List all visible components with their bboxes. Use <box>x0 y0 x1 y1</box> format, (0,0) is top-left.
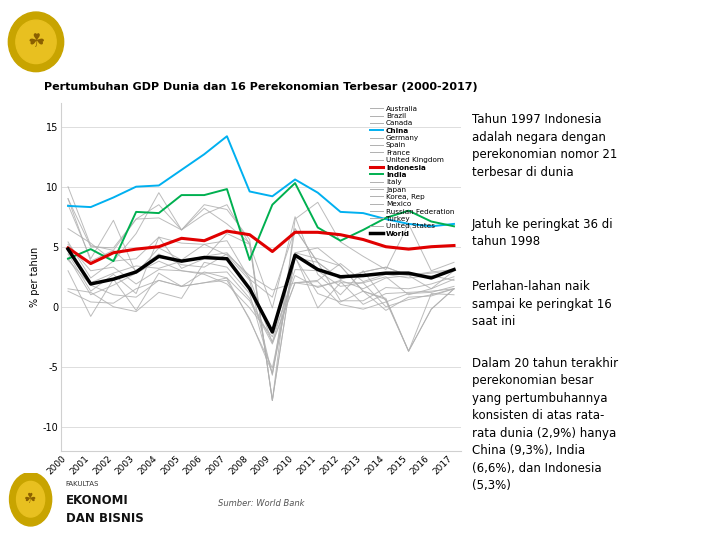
Text: Dalam 20 tahun terakhir
perekonomian besar
yang pertumbuhannya
konsisten di atas: Dalam 20 tahun terakhir perekonomian bes… <box>472 357 618 492</box>
Legend: Australia, Brazil, Canada, China, Germany, Spain, France, United Kingdom, Indone: Australia, Brazil, Canada, China, German… <box>367 103 457 240</box>
Text: DAN BISNIS: DAN BISNIS <box>66 511 143 524</box>
Text: ☘: ☘ <box>24 492 37 506</box>
Circle shape <box>9 12 63 72</box>
Text: Jatuh ke peringkat 36 di
tahun 1998: Jatuh ke peringkat 36 di tahun 1998 <box>472 218 613 248</box>
Text: Sumber: World Bank: Sumber: World Bank <box>217 500 305 509</box>
Text: Pertumbuhan GDP Dunia dan 16 Perekonomian Terbesar (2000-2017): Pertumbuhan GDP Dunia dan 16 Perekonomia… <box>44 82 478 92</box>
Circle shape <box>16 20 56 64</box>
Text: EKONOMI: EKONOMI <box>66 494 128 508</box>
Text: Lembaga Penyelidikan Ekonomi dan Masyarakat (LPEM FEB UI): Lembaga Penyelidikan Ekonomi dan Masyara… <box>141 494 600 508</box>
Text: ☘: ☘ <box>27 32 45 51</box>
Y-axis label: % per tahun: % per tahun <box>30 247 40 307</box>
Text: FAKULTAS: FAKULTAS <box>66 481 99 487</box>
Circle shape <box>9 472 52 526</box>
Text: Perlahan-lahan naik
sampai ke peringkat 16
saat ini: Perlahan-lahan naik sampai ke peringkat … <box>472 280 611 328</box>
Circle shape <box>17 482 45 517</box>
Text: Tahun 1997 Indonesia
adalah negara dengan
perekonomian nomor 21
terbesar di duni: Tahun 1997 Indonesia adalah negara denga… <box>472 113 617 179</box>
